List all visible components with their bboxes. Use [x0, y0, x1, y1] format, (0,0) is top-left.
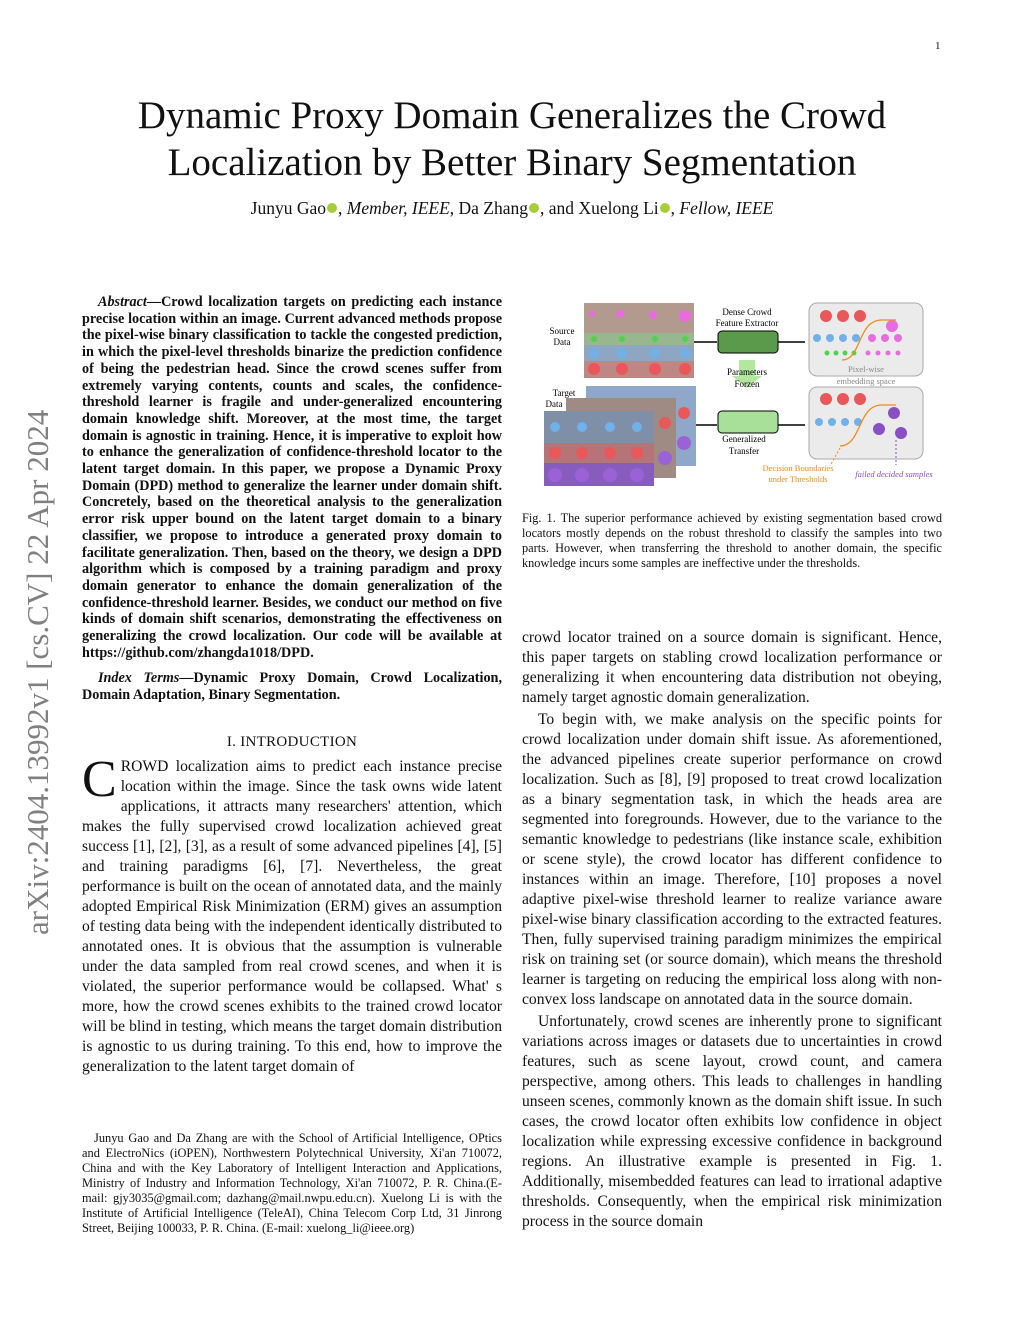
fig-label: Data: [546, 399, 563, 409]
fig-label: Forzen: [735, 379, 760, 389]
left-column: Abstract—Crowd localization targets on p…: [82, 294, 502, 1077]
fig-label: Source: [550, 326, 575, 336]
author-footnote: Junyu Gao and Da Zhang are with the Scho…: [82, 1131, 502, 1235]
fig-label: Parameters: [727, 367, 767, 377]
author-conjunction: and: [548, 198, 575, 218]
feature-extractor-block: [717, 330, 779, 354]
index-terms: Index Terms—Dynamic Proxy Domain, Crowd …: [82, 670, 502, 703]
fig-label: under Thresholds: [768, 474, 827, 484]
abstract-label: Abstract: [98, 294, 147, 310]
paragraph: To begin with, we make analysis on the s…: [522, 711, 942, 1008]
figure-1: Source Data Target Data Dense Crowd: [544, 302, 933, 486]
right-column: crowd locator trained on a source domain…: [522, 628, 942, 1232]
paragraph: crowd locator trained on a source domain…: [522, 629, 942, 706]
section-heading: I. INTRODUCTION: [226, 733, 358, 750]
arxiv-stamp: arXiv:2404.13992v1 [cs.CV] 22 Apr 2024: [20, 409, 55, 935]
fig-label: Decision Boundaries: [762, 463, 833, 473]
down-arrow-icon: [732, 360, 762, 388]
author-role: Fellow, IEEE: [679, 198, 774, 218]
abstract: Abstract—Crowd localization targets on p…: [82, 294, 502, 661]
author-name: Junyu Gao: [250, 198, 326, 218]
fig-label: Generalized: [722, 434, 766, 444]
paper-title: Dynamic Proxy Domain Generalizes the Cro…: [137, 94, 887, 184]
fig-label: Feature Extractor: [716, 318, 779, 328]
orcid-icon[interactable]: [327, 203, 337, 213]
orcid-icon[interactable]: [659, 203, 670, 213]
orcid-icon[interactable]: [529, 203, 540, 213]
fig-label: Dense Crowd: [722, 307, 772, 317]
author-line: Junyu Gao, Member, IEEE, Da Zhang, and X…: [250, 198, 774, 218]
fig-label: Pixel-wise: [848, 364, 884, 374]
index-terms-text: —Dynamic Proxy Domain, Crowd Localizatio…: [82, 670, 502, 704]
generalized-transfer-block: [717, 410, 779, 434]
author-name: Xuelong Li: [578, 198, 659, 218]
fig-label: Target: [553, 388, 576, 398]
paragraph: Unfortunately, crowd scenes are inherent…: [522, 1013, 942, 1230]
fig-label: failed decided samples: [855, 469, 933, 479]
fig-label: Data: [554, 337, 571, 347]
author-role: Member, IEEE: [346, 198, 450, 218]
author-name: Da Zhang: [458, 198, 529, 218]
drop-cap: C: [82, 750, 117, 808]
fig-label: Transfer: [729, 446, 759, 456]
index-terms-label: Index Terms: [98, 670, 180, 687]
page-number: 1: [935, 40, 941, 52]
target-images: [544, 386, 696, 486]
embedding-space-bottom: [808, 386, 924, 467]
abstract-text: —Crowd localization targets on predictin…: [82, 294, 502, 661]
fig-label: embedding space: [837, 376, 896, 386]
embedding-space-top: [808, 302, 924, 377]
intro-paragraph: C ROWD localization aims to predict each …: [82, 750, 503, 1077]
paragraph-text: ROWD localization aims to predict each i…: [82, 757, 503, 1075]
figure-caption: Fig. 1. The superior performance achieve…: [522, 511, 942, 570]
source-image: [584, 303, 694, 378]
